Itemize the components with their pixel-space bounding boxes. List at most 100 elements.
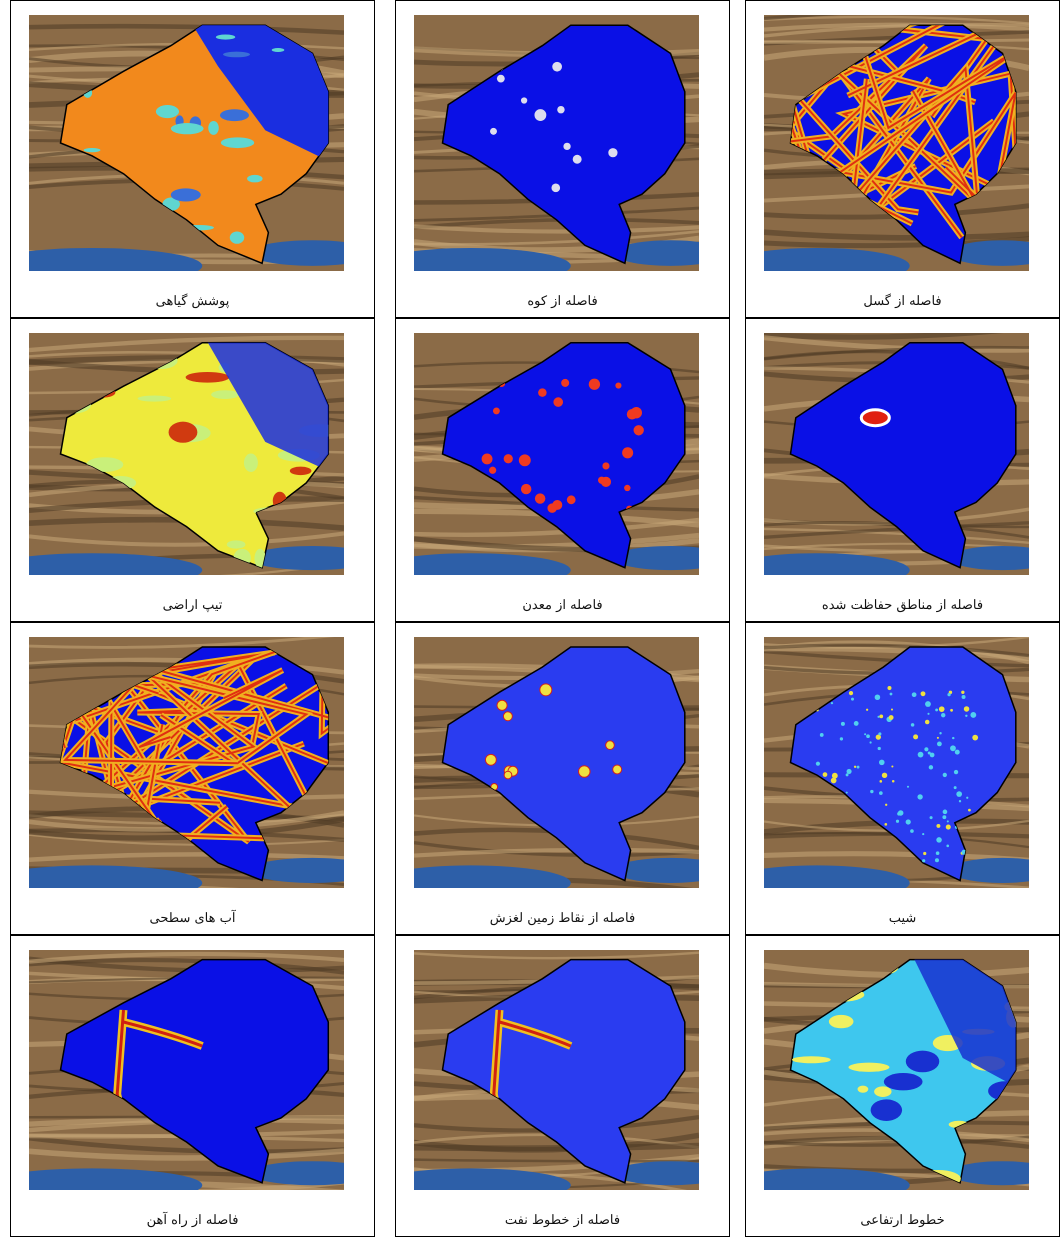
speckle xyxy=(956,791,962,797)
speckle xyxy=(942,815,946,819)
caption: خطوط ارتفاعی xyxy=(746,1213,1059,1228)
point xyxy=(519,454,531,466)
patch xyxy=(884,1073,923,1090)
speckle xyxy=(887,686,891,690)
speckle xyxy=(925,720,930,725)
speckle xyxy=(847,769,852,774)
protected xyxy=(861,410,889,426)
point xyxy=(561,379,569,387)
caption: پوشش گیاهی xyxy=(11,294,374,309)
point xyxy=(557,106,564,113)
point xyxy=(553,397,563,407)
speckle xyxy=(831,702,833,704)
map-panel: فاصله از گسل xyxy=(745,0,1060,318)
point xyxy=(534,109,546,121)
patch xyxy=(156,105,179,118)
speckle xyxy=(954,786,957,789)
map xyxy=(29,333,344,575)
map-panel: فاصله از خطوط نفت xyxy=(395,935,730,1237)
speckle xyxy=(930,816,933,819)
speckle xyxy=(885,804,887,806)
point xyxy=(497,700,507,710)
speckle xyxy=(866,734,870,738)
speckle xyxy=(917,794,922,799)
patch xyxy=(272,48,285,52)
caption: تیپ اراضی xyxy=(11,598,374,613)
speckle xyxy=(946,825,951,830)
point xyxy=(602,462,609,469)
speckle xyxy=(925,701,931,707)
speckle xyxy=(950,709,953,712)
overlay xyxy=(861,410,889,426)
point xyxy=(504,771,512,779)
point xyxy=(552,62,562,72)
speckle xyxy=(857,766,860,769)
speckle xyxy=(918,752,924,758)
patch xyxy=(171,123,204,134)
caption: فاصله از مناطق حفاظت شده xyxy=(746,598,1059,613)
speckle xyxy=(879,791,883,795)
speckle xyxy=(943,773,947,777)
speckle xyxy=(849,691,853,695)
point xyxy=(627,409,638,420)
map xyxy=(414,950,699,1190)
speckle xyxy=(851,698,854,701)
caption: شیب xyxy=(746,911,1059,926)
map-panel: فاصله از مناطق حفاظت شده xyxy=(745,318,1060,622)
speckle xyxy=(952,737,954,739)
point xyxy=(504,454,513,463)
speckle xyxy=(964,706,969,711)
point xyxy=(634,425,644,435)
speckle xyxy=(890,693,893,696)
patch xyxy=(216,35,235,40)
speckle xyxy=(939,706,945,712)
speckle xyxy=(965,715,967,717)
map-panel: آب های سطحی xyxy=(10,622,375,935)
speckle xyxy=(820,733,824,737)
caption: فاصله از معدن xyxy=(396,598,729,613)
speckle xyxy=(937,741,942,746)
map-panel: تیپ اراضی xyxy=(10,318,375,622)
speckle xyxy=(913,734,918,739)
speckle xyxy=(954,770,958,774)
speckle xyxy=(922,859,925,862)
speckle xyxy=(854,721,859,726)
speckle xyxy=(930,753,935,758)
patch xyxy=(138,396,172,402)
caption: فاصله از نقاط زمین لغزش xyxy=(396,911,729,926)
speckle xyxy=(892,780,894,782)
speckle xyxy=(869,741,871,743)
speckle xyxy=(891,765,893,767)
point xyxy=(482,454,493,465)
speckle xyxy=(897,812,901,816)
speckle xyxy=(832,773,838,779)
caption: فاصله از کوه xyxy=(396,294,729,309)
speckle xyxy=(943,810,948,815)
point xyxy=(573,155,582,164)
point xyxy=(622,447,633,458)
speckle xyxy=(840,737,843,740)
map-panel: پوشش گیاهی xyxy=(10,0,375,318)
caption: فاصله از راه آهن xyxy=(11,1213,374,1228)
speckle xyxy=(923,852,926,855)
point xyxy=(503,712,512,721)
speckle xyxy=(879,780,882,783)
point xyxy=(538,388,547,397)
point xyxy=(485,754,496,765)
speckle xyxy=(882,773,887,778)
map-panel: خطوط ارتفاعی xyxy=(745,935,1060,1237)
speckle xyxy=(864,733,866,735)
speckle xyxy=(939,732,941,734)
patch xyxy=(220,109,249,121)
speckle xyxy=(879,760,885,766)
point xyxy=(608,148,617,157)
speckle xyxy=(870,790,873,793)
map xyxy=(29,950,344,1190)
map xyxy=(764,637,1029,888)
patch xyxy=(169,422,198,443)
map xyxy=(764,333,1029,575)
point xyxy=(493,407,500,414)
speckle xyxy=(816,762,820,766)
patch xyxy=(227,540,246,548)
patch xyxy=(874,1086,891,1097)
